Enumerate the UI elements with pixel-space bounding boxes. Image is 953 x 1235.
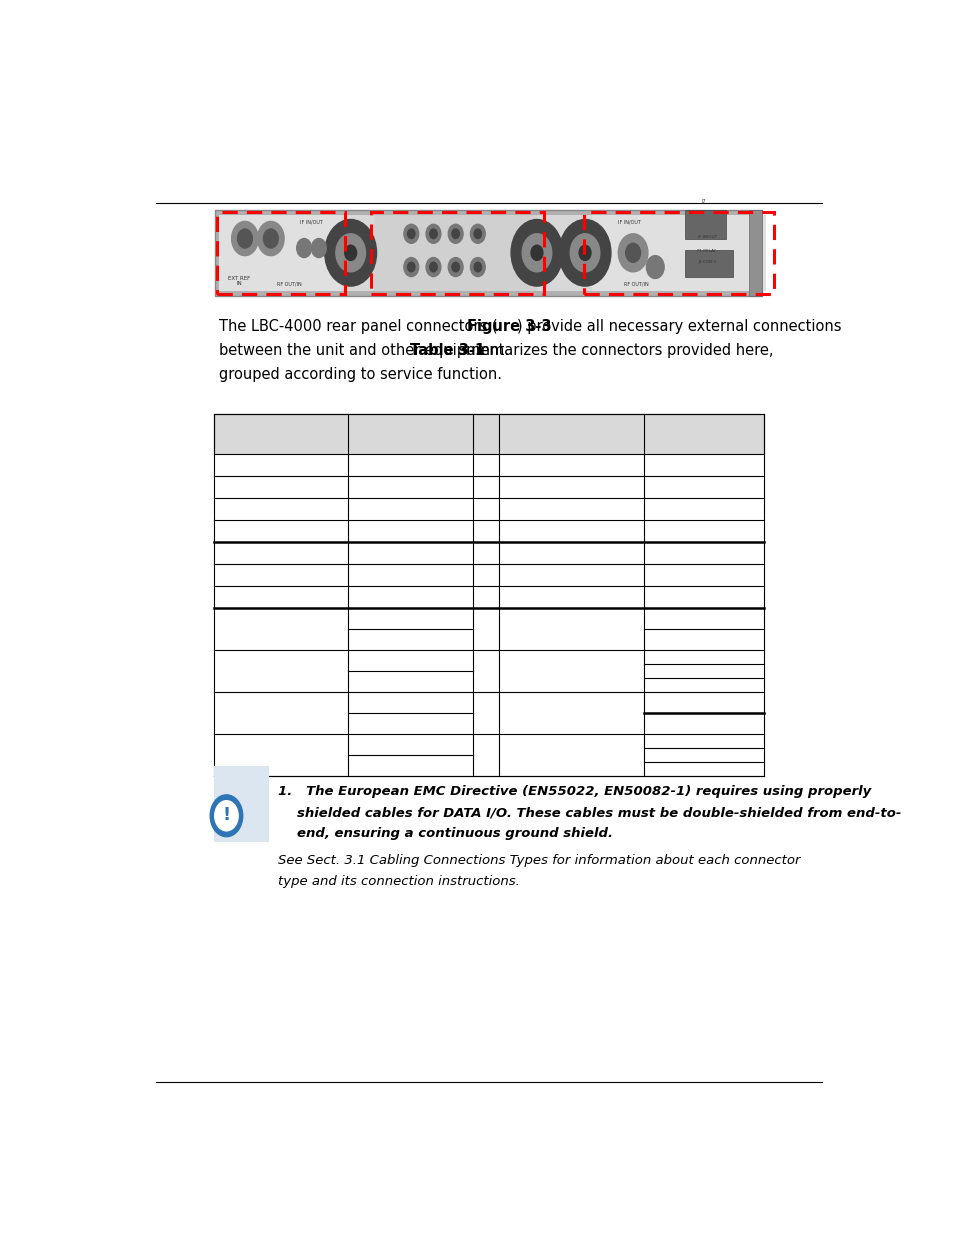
Circle shape: [426, 258, 440, 277]
Bar: [213, 766, 269, 842]
Text: end, ensuring a continuous ground shield.: end, ensuring a continuous ground shield…: [296, 827, 612, 840]
Text: Figure 3-3: Figure 3-3: [466, 320, 551, 335]
Bar: [684, 210, 724, 238]
Circle shape: [618, 233, 647, 272]
Circle shape: [335, 233, 365, 272]
Circle shape: [448, 225, 462, 243]
Text: !: !: [222, 805, 231, 824]
Circle shape: [403, 258, 418, 277]
Circle shape: [625, 243, 639, 262]
Circle shape: [474, 262, 481, 272]
Circle shape: [452, 262, 459, 272]
Circle shape: [511, 220, 562, 287]
Circle shape: [214, 800, 238, 831]
Circle shape: [210, 795, 242, 836]
Text: shielded cables for DATA I/O. These cables must be double-shielded from end-to-: shielded cables for DATA I/O. These cabl…: [296, 806, 901, 819]
Circle shape: [474, 228, 481, 238]
Circle shape: [407, 262, 415, 272]
Text: grouped according to service function.: grouped according to service function.: [219, 367, 501, 382]
Circle shape: [263, 228, 278, 248]
Bar: [370, 212, 544, 294]
Text: RF OUT/IN: RF OUT/IN: [624, 282, 648, 287]
Circle shape: [407, 228, 415, 238]
Text: type and its connection instructions.: type and its connection instructions.: [278, 876, 519, 888]
Circle shape: [452, 228, 459, 238]
Bar: [592, 215, 765, 291]
Text: Table 3-1: Table 3-1: [410, 343, 484, 358]
Circle shape: [470, 258, 485, 277]
Text: 1.   The European EMC Directive (EN55022, EN50082-1) requires using properly: 1. The European EMC Directive (EN55022, …: [278, 785, 870, 798]
Circle shape: [344, 246, 356, 261]
Circle shape: [558, 220, 610, 287]
Circle shape: [646, 256, 663, 278]
Circle shape: [311, 238, 326, 258]
Circle shape: [257, 221, 284, 256]
Bar: [374, 215, 537, 291]
Circle shape: [324, 220, 376, 287]
Circle shape: [426, 225, 440, 243]
Circle shape: [578, 246, 590, 261]
Circle shape: [237, 228, 252, 248]
Text: J7: J7: [700, 199, 705, 204]
Text: J1 COM 1: J1 COM 1: [698, 261, 716, 264]
Text: IN: IN: [236, 282, 242, 287]
Bar: [213, 415, 763, 454]
Bar: [583, 212, 773, 294]
Bar: [216, 212, 344, 294]
Text: IF IN/OUT: IF IN/OUT: [300, 220, 322, 225]
Circle shape: [429, 262, 436, 272]
Circle shape: [232, 221, 258, 256]
Text: ) provide all necessary external connections: ) provide all necessary external connect…: [517, 320, 841, 335]
Text: summarizes the connectors provided here,: summarizes the connectors provided here,: [454, 343, 773, 358]
Bar: [684, 249, 732, 277]
Circle shape: [521, 233, 551, 272]
Circle shape: [570, 233, 599, 272]
Circle shape: [403, 225, 418, 243]
Circle shape: [296, 238, 311, 258]
Text: IF IN/OUT: IF IN/OUT: [697, 235, 716, 238]
Bar: [219, 215, 758, 291]
Text: The LBC-4000 rear panel connectors (: The LBC-4000 rear panel connectors (: [219, 320, 497, 335]
Text: EXT REF: EXT REF: [228, 277, 250, 282]
Circle shape: [448, 258, 462, 277]
Circle shape: [470, 225, 485, 243]
Text: IF IN/OUT: IF IN/OUT: [618, 220, 640, 225]
Circle shape: [531, 246, 542, 261]
Text: See Sect. 3.1 Cabling Connections Types for information about each connector: See Sect. 3.1 Cabling Connections Types …: [278, 855, 800, 867]
Bar: [748, 210, 761, 295]
Bar: [219, 215, 341, 291]
Text: between the unit and other equipment.: between the unit and other equipment.: [219, 343, 514, 358]
Text: RF OUT/IN: RF OUT/IN: [276, 282, 301, 287]
Circle shape: [429, 228, 436, 238]
Bar: [215, 210, 761, 295]
Text: P1 RELAY: P1 RELAY: [697, 248, 716, 253]
